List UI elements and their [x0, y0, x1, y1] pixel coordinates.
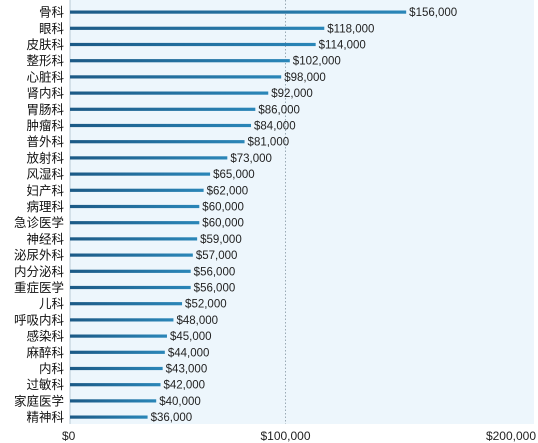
bar	[70, 140, 245, 144]
bar	[70, 237, 198, 241]
category-label: 整形科	[26, 53, 64, 68]
data-label: $43,000	[166, 364, 208, 376]
value-labels: $156,000 $118,000 $114,000 $102,000 $98,000 $…	[151, 7, 458, 424]
bars	[70, 10, 407, 419]
data-label: $36,000	[151, 412, 193, 424]
data-label: $44,000	[168, 347, 210, 359]
x-tick-label: $100,000	[260, 429, 310, 443]
category-label: 精神科	[26, 410, 64, 425]
bar	[70, 188, 204, 192]
bar	[70, 285, 191, 290]
data-label: $57,000	[196, 250, 238, 262]
bar	[70, 399, 157, 403]
data-label: $40,000	[159, 396, 201, 408]
category-label: 心脏科	[26, 69, 64, 84]
data-label: $98,000	[284, 72, 326, 84]
bar	[70, 123, 252, 128]
category-label: 风湿科	[26, 167, 64, 182]
category-label: 普外科	[26, 134, 64, 149]
bar	[70, 318, 174, 322]
bar	[70, 91, 269, 95]
data-label: $92,000	[271, 88, 313, 100]
category-label: 呼吸内科	[14, 312, 65, 327]
category-label: 骨科	[39, 5, 65, 20]
category-label: 内科	[39, 361, 65, 376]
category-label: 放射科	[26, 150, 64, 165]
data-label: $60,000	[202, 218, 244, 230]
category-label: 重症医学	[14, 280, 64, 295]
bar	[70, 253, 193, 257]
category-label: 病理科	[26, 199, 64, 214]
category-label: 感染科	[26, 329, 64, 344]
data-label: $60,000	[202, 202, 244, 214]
x-tick-label: $0	[62, 429, 76, 443]
bar	[70, 172, 211, 176]
bar	[70, 269, 191, 273]
bar	[70, 302, 183, 306]
data-label: $56,000	[194, 266, 236, 278]
data-label: $45,000	[170, 331, 212, 343]
data-label: $118,000	[327, 23, 374, 35]
bar	[70, 415, 148, 419]
data-label: $65,000	[213, 169, 255, 181]
bar	[70, 10, 407, 14]
data-label: $86,000	[258, 104, 300, 116]
data-label: $81,000	[248, 137, 290, 149]
category-label: 过敏科	[26, 377, 64, 392]
category-label: 皮肤科	[26, 37, 64, 52]
bar	[70, 75, 282, 79]
category-label: 泌尿外科	[14, 248, 65, 263]
data-label: $156,000	[409, 7, 457, 19]
category-label: 神经科	[26, 231, 64, 246]
x-tick-label: $200,000	[486, 429, 536, 443]
data-label: $62,000	[207, 185, 249, 197]
category-label: 急诊医学	[14, 215, 64, 230]
category-label: 儿科	[39, 296, 65, 311]
bar	[70, 107, 256, 111]
category-label: 家庭医学	[14, 393, 64, 408]
category-label: 眼科	[39, 21, 65, 36]
bar	[70, 42, 316, 47]
category-label: 肿瘤科	[26, 118, 64, 133]
bar	[70, 221, 200, 225]
category-label: 麻醉科	[26, 345, 64, 360]
data-label: $48,000	[176, 315, 218, 327]
category-label: 内分泌科	[14, 264, 65, 279]
data-label: $56,000	[194, 283, 236, 295]
data-label: $59,000	[200, 234, 242, 246]
bar	[70, 350, 165, 354]
category-label: 妇产科	[26, 183, 64, 198]
data-label: $73,000	[230, 153, 272, 165]
bar	[70, 366, 163, 371]
bar	[70, 383, 161, 387]
bar	[70, 59, 290, 63]
data-label: $114,000	[319, 40, 366, 52]
bar	[70, 334, 167, 338]
x-axis: $0 $100,000 $200,000	[62, 429, 536, 443]
data-label: $42,000	[164, 380, 206, 392]
category-label: 胃肠科	[26, 102, 64, 117]
bar	[70, 26, 325, 30]
data-label: $84,000	[254, 121, 296, 133]
data-label: $52,000	[185, 299, 227, 311]
data-label: $102,000	[293, 56, 341, 68]
category-label: 肾内科	[26, 86, 64, 101]
bar	[70, 156, 228, 160]
category-labels: 骨科眼科皮肤科整形科心脏科肾内科胃肠科肿瘤科普外科放射科风湿科妇产科病理科急诊医…	[14, 5, 65, 425]
bar	[70, 204, 200, 209]
